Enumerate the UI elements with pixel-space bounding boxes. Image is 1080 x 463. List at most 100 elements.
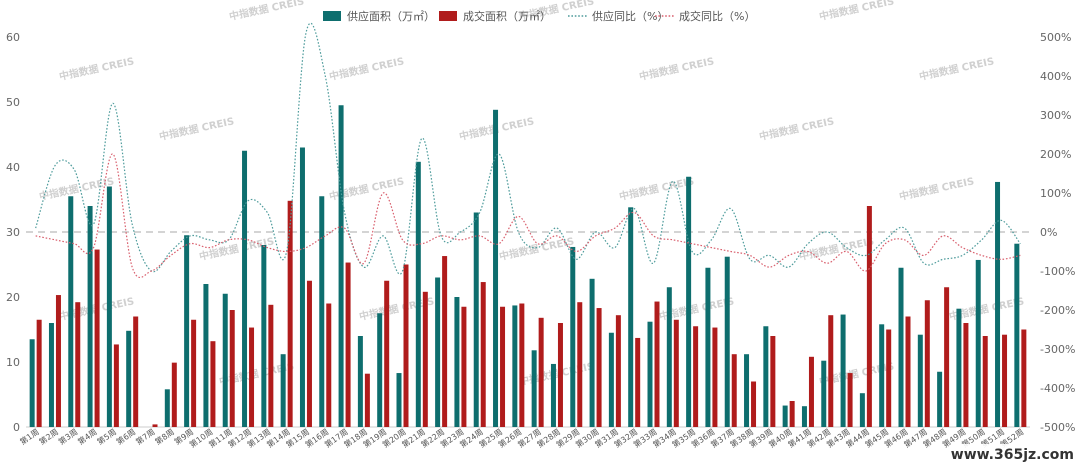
watermark-text: 中指数据 CREIS xyxy=(798,234,875,263)
supply-area-bar xyxy=(415,161,421,428)
left-axis-tick-label: 10 xyxy=(6,356,20,369)
supply-area-bar xyxy=(435,277,441,427)
left-axis-tick-label: 20 xyxy=(6,291,20,304)
right-axis-tick-label: 500% xyxy=(1040,31,1071,44)
left-y-axis: 0 10 20 30 40 50 60 xyxy=(6,31,20,434)
transaction-area-bar xyxy=(36,319,42,427)
transaction-area-bar xyxy=(461,306,467,427)
supply-area-bar xyxy=(68,196,74,427)
transaction-area-bar xyxy=(113,344,119,427)
transaction-area-bar xyxy=(712,327,718,427)
transaction-area-bar xyxy=(519,303,525,427)
supply-area-bar xyxy=(126,330,132,427)
supply-area-bar xyxy=(995,181,1001,427)
transaction-area-bar xyxy=(442,256,448,427)
transaction-area-bar xyxy=(654,301,660,427)
transaction-area-bar xyxy=(422,291,428,427)
left-axis-tick-label: 50 xyxy=(6,96,20,109)
site-mark-text: www.365jz.com xyxy=(951,447,1074,463)
transaction-area-bar xyxy=(287,200,293,427)
supply-area-bar xyxy=(801,406,807,427)
supply-area-bar xyxy=(763,326,769,427)
transaction-yoy-line xyxy=(35,153,1021,279)
transaction-area-bar xyxy=(770,336,776,427)
transaction-area-bar xyxy=(345,262,351,427)
supply-area-bar xyxy=(589,278,595,427)
transaction-area-bar xyxy=(249,327,255,427)
transaction-area-bar xyxy=(673,319,679,427)
line-series xyxy=(35,22,1021,279)
left-axis-tick-label: 0 xyxy=(13,421,20,434)
watermark-text: 中指数据 CREIS xyxy=(58,54,135,83)
right-axis-tick-label: -500% xyxy=(1040,421,1075,434)
supply-area-bar xyxy=(48,323,54,427)
watermark-text: 中指数据 CREIS xyxy=(498,234,575,263)
left-axis-tick-label: 30 xyxy=(6,226,20,239)
right-axis-tick-label: 100% xyxy=(1040,187,1071,200)
transaction-area-bar xyxy=(596,308,602,427)
x-axis-category-label: 第6周 xyxy=(114,426,137,446)
watermark-text: 中指数据 CREIS xyxy=(898,174,975,203)
watermark-text: 中指数据 CREIS xyxy=(158,114,235,143)
supply-area-bar xyxy=(647,321,653,427)
left-axis-tick-label: 60 xyxy=(6,31,20,44)
supply-area-bar xyxy=(87,206,93,427)
transaction-area-bar xyxy=(944,287,950,427)
supply-area-bar xyxy=(377,313,383,427)
transaction-area-bar xyxy=(403,264,409,427)
transaction-area-bar xyxy=(808,356,814,427)
supply-area-bar xyxy=(222,293,228,427)
right-axis-tick-label: 200% xyxy=(1040,148,1071,161)
supply-area-bar xyxy=(493,109,499,428)
transaction-area-bar xyxy=(538,317,544,427)
transaction-area-bar xyxy=(133,316,139,427)
x-axis-category-label: 第8周 xyxy=(153,426,176,446)
x-axis-category-label: 第7周 xyxy=(134,426,157,446)
supply-area-bar xyxy=(242,150,248,427)
transaction-area-bar xyxy=(982,336,988,427)
transaction-area-bar xyxy=(268,304,274,427)
x-axis-category-label: 第3周 xyxy=(56,426,79,446)
legend-swatch xyxy=(323,11,341,21)
legend-label: 成交同比（%） xyxy=(679,9,755,23)
transaction-area-bar xyxy=(615,315,621,427)
legend-label: 供应面积（万㎡） xyxy=(347,9,435,23)
supply-area-bar xyxy=(261,245,267,427)
supply-area-bar xyxy=(608,332,614,427)
supply-area-bar xyxy=(917,334,923,427)
x-axis-category-label: 第1周 xyxy=(18,426,41,446)
transaction-area-bar xyxy=(924,300,930,427)
x-axis-category-label: 第2周 xyxy=(37,426,60,446)
transaction-area-bar xyxy=(905,316,911,427)
transaction-area-bar xyxy=(886,329,892,427)
right-axis-tick-label: -100% xyxy=(1040,265,1075,278)
supply-area-bar xyxy=(840,314,846,427)
transaction-area-bar xyxy=(963,323,969,427)
watermark-text: 中指数据 CREIS xyxy=(918,54,995,83)
transaction-area-bar xyxy=(306,280,312,427)
right-axis-tick-label: 300% xyxy=(1040,109,1071,122)
watermark-text: 中指数据 CREIS xyxy=(618,174,695,203)
watermark-text: 中指数据 CREIS xyxy=(228,0,305,23)
supply-area-bar xyxy=(299,147,305,427)
supply-area-bar xyxy=(666,287,672,427)
supply-area-bar xyxy=(705,267,711,427)
transaction-area-bar xyxy=(1002,334,1008,427)
site-mark-badge: www.365jz.com xyxy=(951,444,1080,463)
supply-area-bar xyxy=(29,339,35,427)
transaction-area-bar xyxy=(693,326,699,427)
transaction-area-bar xyxy=(557,323,563,427)
transaction-area-bar xyxy=(229,310,235,427)
transaction-area-bar xyxy=(789,401,795,427)
transaction-area-bar xyxy=(75,302,81,427)
legend-label: 成交面积（万㎡） xyxy=(463,9,551,23)
supply-area-bar xyxy=(531,350,537,427)
transaction-area-bar xyxy=(480,282,486,427)
supply-area-bar xyxy=(512,305,518,427)
supply-area-bar xyxy=(956,308,962,427)
transaction-area-bar xyxy=(828,315,834,427)
transaction-area-bar xyxy=(191,319,197,427)
supply-area-bar xyxy=(937,371,943,427)
supply-area-bar xyxy=(473,212,479,427)
